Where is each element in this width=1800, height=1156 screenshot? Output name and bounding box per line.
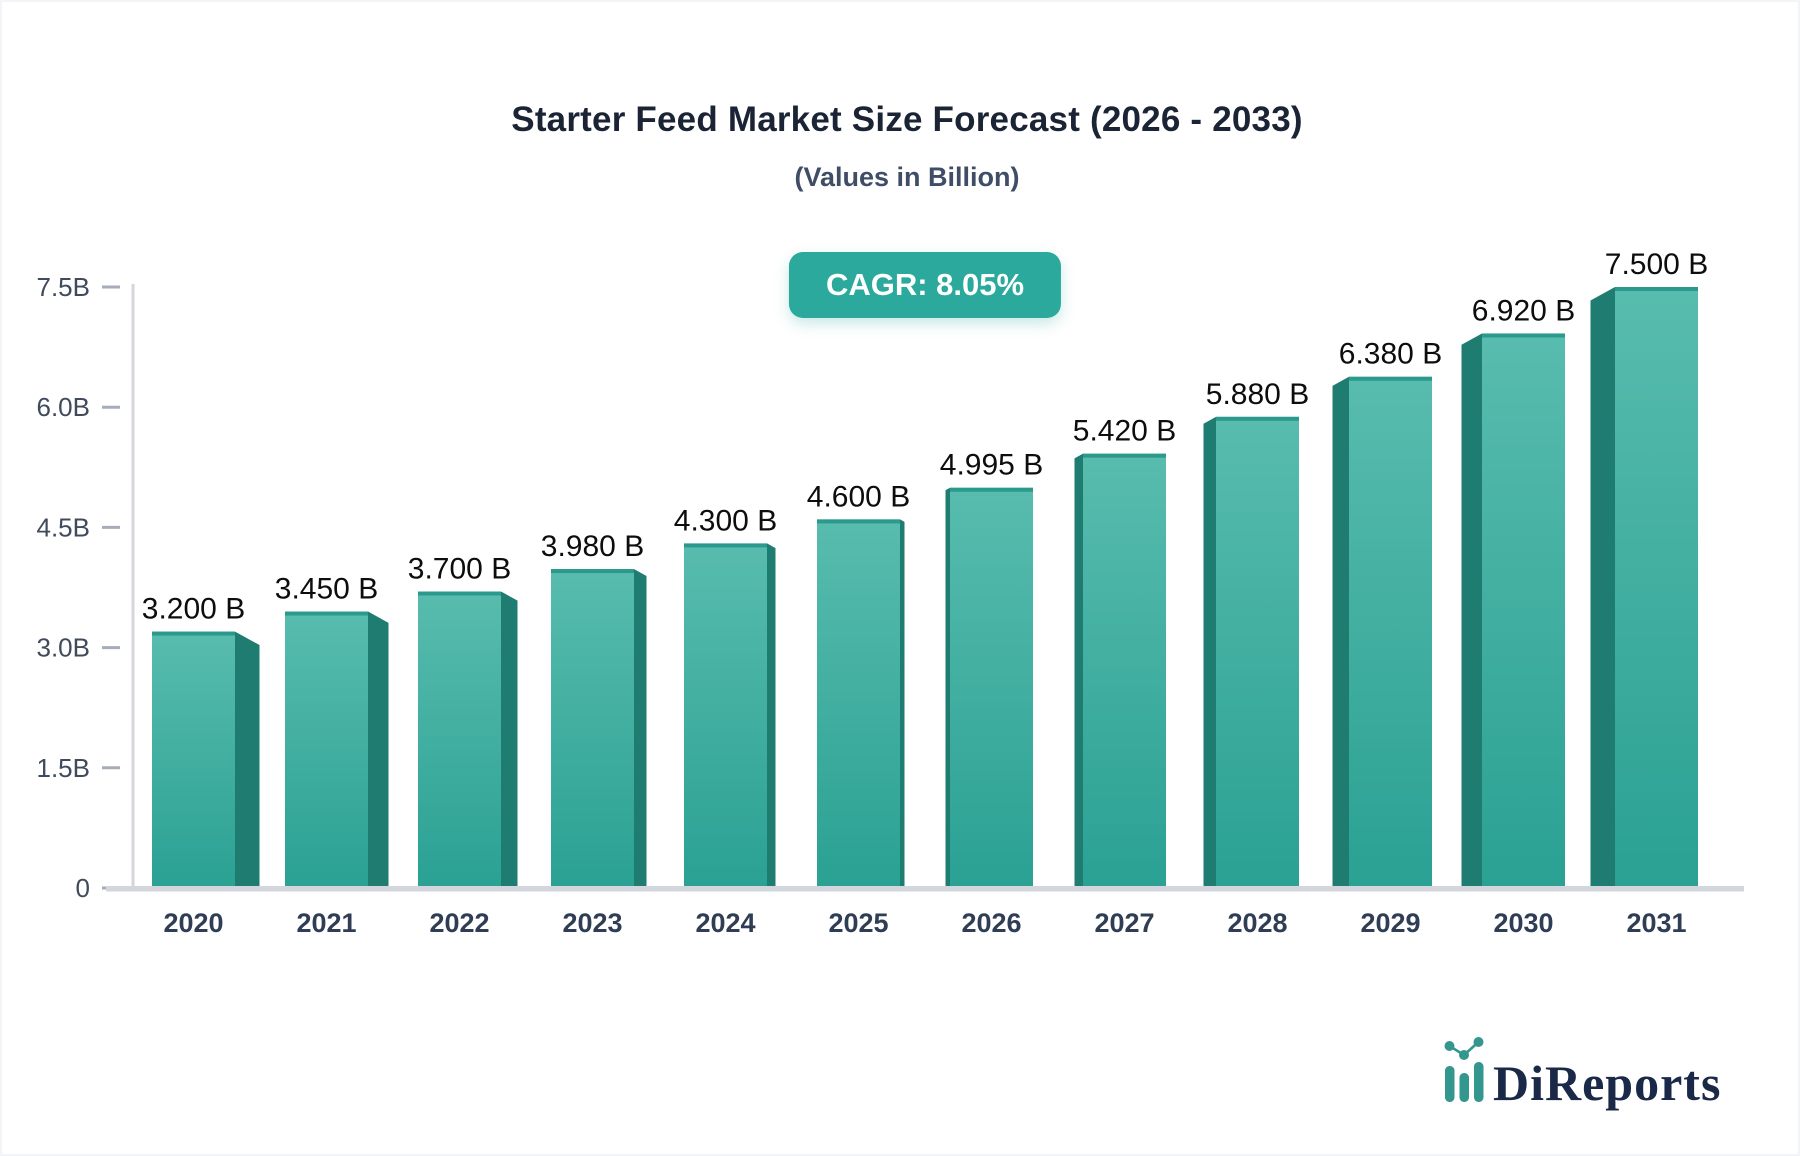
bar-2031 [1615,287,1698,888]
bar-2024 [684,543,767,888]
bar-side-face [1203,416,1216,888]
bar-value-label: 3.200 B [142,593,245,626]
y-tick-label: 6.0B [37,392,91,422]
x-axis-label: 2020 [163,908,223,938]
bar-top-edge [1615,287,1698,291]
bar-top-edge [285,611,368,616]
bar-2030 [1482,333,1565,889]
bar-top-edge [418,591,501,596]
chart-subtitle: (Values in Billion) [794,162,1020,192]
bar-2021 [285,611,368,888]
bar-top-edge [950,487,1033,492]
bar-side-face [368,611,389,888]
bar-value-label: 6.920 B [1472,294,1575,327]
bar-value-label: 4.600 B [807,480,910,513]
bar-side-face [235,631,260,888]
bar-top-edge [817,519,900,524]
bar-value-label: 4.995 B [940,449,1043,482]
bar-top-edge [1083,453,1166,458]
x-axis-label: 2028 [1227,908,1287,938]
bar-top-edge [152,631,235,636]
bar-side-face [634,569,647,888]
bar-2026 [950,487,1033,888]
bar-value-label: 5.420 B [1073,415,1176,448]
bar-side-face [501,591,518,888]
bar-value-label: 3.980 B [541,530,644,563]
x-axis-label: 2025 [828,908,888,938]
chart-title: Starter Feed Market Size Forecast (2026 … [511,100,1303,139]
bar-side-face [945,487,950,888]
bar-2028 [1216,416,1299,888]
bar-side-face [767,543,776,888]
bar-value-label: 7.500 B [1605,248,1708,281]
x-axis-label: 2021 [296,908,356,938]
bar-value-label: 3.450 B [275,573,378,606]
x-axis-label: 2023 [562,908,622,938]
bar-2029 [1349,376,1432,888]
bar-chart: 0 1.5B 3.0B 4.5B 6.0B 7.5B 3.200 B 2020 3.450 B 2… [37,248,1744,938]
bar-2020 [152,631,235,888]
x-axis-label: 2026 [961,908,1021,938]
bar-top-edge [1482,333,1565,338]
bar-side-face [1074,453,1083,888]
bar-2027 [1083,453,1166,888]
y-tick-label: 4.5B [37,512,91,542]
x-axis-label: 2031 [1626,908,1686,938]
bar-value-label: 6.380 B [1339,338,1442,371]
direports-logo: DiReports [1443,1036,1721,1108]
y-tick-label: 0 [76,873,90,903]
x-axis-line [106,886,1744,892]
bar-top-edge [684,543,767,548]
cagr-badge: CAGR: 8.05% [788,252,1062,318]
x-axis-label: 2027 [1094,908,1154,938]
bar-2022 [418,591,501,888]
bar-side-face [900,519,905,888]
bar-value-label: 3.700 B [408,553,511,586]
bar-2023 [551,569,634,888]
bar-side-face [1461,333,1482,889]
bar-top-edge [551,569,634,574]
bar-2025 [817,519,900,888]
x-axis-label: 2029 [1360,908,1420,938]
direports-logo-text: DiReports [1493,1055,1722,1111]
y-tick-label: 7.5B [37,272,91,302]
bar-side-face [1332,376,1349,888]
x-axis-label: 2024 [695,908,755,938]
bar-side-face [1590,287,1615,888]
x-axis-label: 2022 [429,908,489,938]
bar-value-label: 4.300 B [674,504,777,537]
bar-top-edge [1349,376,1432,381]
direports-logo-icon [1444,1037,1484,1102]
y-tick-label: 3.0B [37,633,91,663]
bar-value-label: 5.880 B [1206,378,1309,411]
x-axis-label: 2030 [1493,908,1553,938]
bar-top-edge [1216,416,1299,421]
y-tick-label: 1.5B [37,753,91,783]
